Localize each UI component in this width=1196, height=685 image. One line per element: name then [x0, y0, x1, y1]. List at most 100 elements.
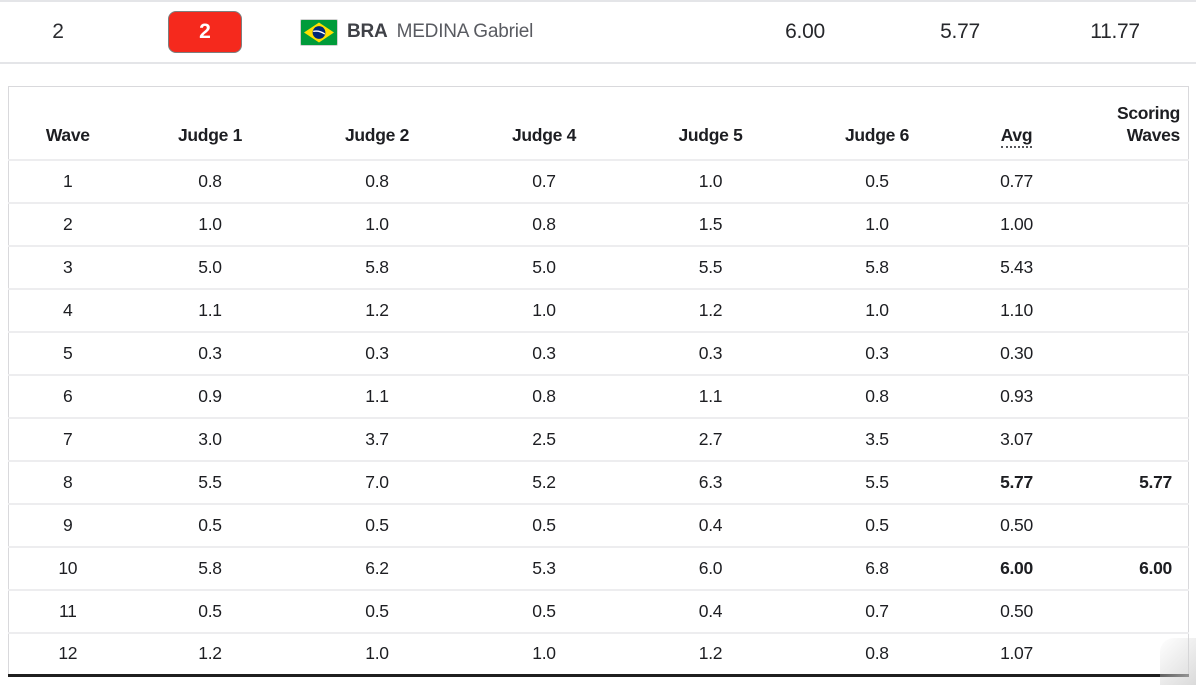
scoring-wave-score — [1072, 502, 1189, 547]
judge-score: 7.0 — [293, 459, 461, 504]
wave-row-10: 10 5.8 6.2 5.3 6.0 6.8 6.00 6.00 — [8, 545, 1189, 590]
wave-number: 12 — [8, 631, 127, 676]
avg-score: 0.50 — [960, 502, 1073, 547]
avg-score: 1.10 — [960, 287, 1073, 332]
judge-score: 0.5 — [293, 588, 461, 633]
judge-score: 3.0 — [126, 416, 294, 461]
wave-number: 4 — [8, 287, 127, 332]
judge-score: 1.0 — [460, 631, 628, 676]
wave-number: 11 — [8, 588, 127, 633]
wave-row-9: 9 0.5 0.5 0.5 0.4 0.5 0.50 — [8, 502, 1189, 547]
judge-score: 1.1 — [126, 287, 294, 332]
wave-number: 10 — [8, 545, 127, 590]
wave-row-11: 11 0.5 0.5 0.5 0.4 0.7 0.50 — [8, 588, 1189, 633]
wave-row-3: 3 5.0 5.8 5.0 5.5 5.8 5.43 — [8, 244, 1189, 289]
judge-score: 0.8 — [793, 631, 961, 676]
judge-score: 0.7 — [793, 588, 961, 633]
scoring-wave-score — [1072, 287, 1189, 332]
wave-score-1: 6.00 — [785, 20, 825, 43]
total-score: 11.77 — [1090, 20, 1140, 43]
judge-score: 1.2 — [627, 287, 794, 332]
judge-score: 0.3 — [460, 330, 628, 375]
athlete-summary-row[interactable]: 2 2 BRA MEDINA Gabriel 6.00 5.77 11.77 — [0, 0, 1196, 64]
athlete-name: MEDINA Gabriel — [396, 21, 534, 42]
wave-row-5: 5 0.3 0.3 0.3 0.3 0.3 0.30 — [8, 330, 1189, 375]
judge-score: 2.5 — [460, 416, 628, 461]
scoring-wave-score — [1072, 416, 1189, 461]
judge-score: 0.3 — [793, 330, 961, 375]
avg-score: 1.07 — [960, 631, 1073, 676]
scroll-corner-button[interactable] — [1160, 638, 1196, 685]
table-header-row: Wave Judge 1 Judge 2 Judge 4 Judge 5 Jud… — [9, 87, 1189, 160]
avg-score: 5.43 — [960, 244, 1073, 289]
wave-row-6: 6 0.9 1.1 0.8 1.1 0.8 0.93 — [8, 373, 1189, 418]
wave-number: 8 — [8, 459, 127, 504]
wave-number: 3 — [8, 244, 127, 289]
place-badge-label: 2 — [199, 20, 211, 43]
judge-score: 5.0 — [126, 244, 294, 289]
judge-score: 1.2 — [293, 287, 461, 332]
judge-score: 1.1 — [293, 373, 461, 418]
judge-score: 1.0 — [793, 287, 961, 332]
judge-score: 0.5 — [460, 588, 628, 633]
judge-score: 0.5 — [126, 588, 294, 633]
judge-score: 0.8 — [126, 158, 294, 203]
judge-score: 0.9 — [126, 373, 294, 418]
avg-score: 3.07 — [960, 416, 1073, 461]
athlete-rank: 2 — [52, 20, 64, 43]
judge-score: 5.8 — [293, 244, 461, 289]
judge-score: 0.5 — [126, 502, 294, 547]
country-code: BRA — [347, 21, 388, 42]
judge-score: 1.0 — [460, 287, 628, 332]
col-header-wave: Wave — [45, 124, 90, 145]
judge-score: 6.0 — [627, 545, 794, 590]
col-header-judge-5: Judge 5 — [678, 124, 743, 145]
judge-score: 6.3 — [627, 459, 794, 504]
place-badge-cell: 2 — [168, 2, 242, 62]
wave-number: 5 — [8, 330, 127, 375]
judge-score: 3.7 — [293, 416, 461, 461]
judge-score: 6.8 — [793, 545, 961, 590]
judge-score: 0.3 — [293, 330, 461, 375]
judge-score: 1.2 — [627, 631, 794, 676]
judge-score: 5.5 — [627, 244, 794, 289]
judge-score: 5.8 — [126, 545, 294, 590]
scoring-wave-score: 6.00 — [1072, 545, 1189, 590]
judge-score: 0.8 — [460, 373, 628, 418]
athlete-identity: BRA MEDINA Gabriel — [300, 2, 533, 62]
judge-score: 1.0 — [293, 201, 461, 246]
judge-score: 5.5 — [793, 459, 961, 504]
scoring-wave-score — [1072, 158, 1189, 203]
wave-number: 7 — [8, 416, 127, 461]
judge-score: 6.2 — [293, 545, 461, 590]
judge-score: 0.5 — [793, 502, 961, 547]
avg-score: 1.00 — [960, 201, 1073, 246]
avg-score: 0.77 — [960, 158, 1073, 203]
scoring-wave-score — [1072, 373, 1189, 418]
avg-score: 0.30 — [960, 330, 1073, 375]
judge-score: 5.5 — [126, 459, 294, 504]
scoring-wave-score — [1072, 330, 1189, 375]
judge-score: 0.5 — [793, 158, 961, 203]
judge-score: 0.8 — [460, 201, 628, 246]
judge-score: 0.3 — [627, 330, 794, 375]
avg-score: 0.93 — [960, 373, 1073, 418]
col-header-avg: Avg — [961, 87, 1073, 160]
wave-number: 2 — [8, 201, 127, 246]
col-header-judge-4: Judge 4 — [511, 124, 577, 145]
col-header-scoring-waves: Scoring Waves — [1116, 102, 1180, 145]
judge-score: 3.5 — [793, 416, 961, 461]
judges-score-table: Wave Judge 1 Judge 2 Judge 4 Judge 5 Jud… — [8, 86, 1189, 677]
judge-score: 2.7 — [627, 416, 794, 461]
avg-score: 0.50 — [960, 588, 1073, 633]
scoring-wave-score — [1072, 201, 1189, 246]
wave-row-1: 1 0.8 0.8 0.7 1.0 0.5 0.77 — [8, 158, 1189, 203]
judge-score: 0.4 — [627, 588, 794, 633]
judge-score: 0.7 — [460, 158, 628, 203]
wave-number: 1 — [8, 158, 127, 203]
judge-score: 0.4 — [627, 502, 794, 547]
judge-score: 1.1 — [627, 373, 794, 418]
avg-score: 6.00 — [960, 545, 1073, 590]
wave-row-4: 4 1.1 1.2 1.0 1.2 1.0 1.10 — [8, 287, 1189, 332]
